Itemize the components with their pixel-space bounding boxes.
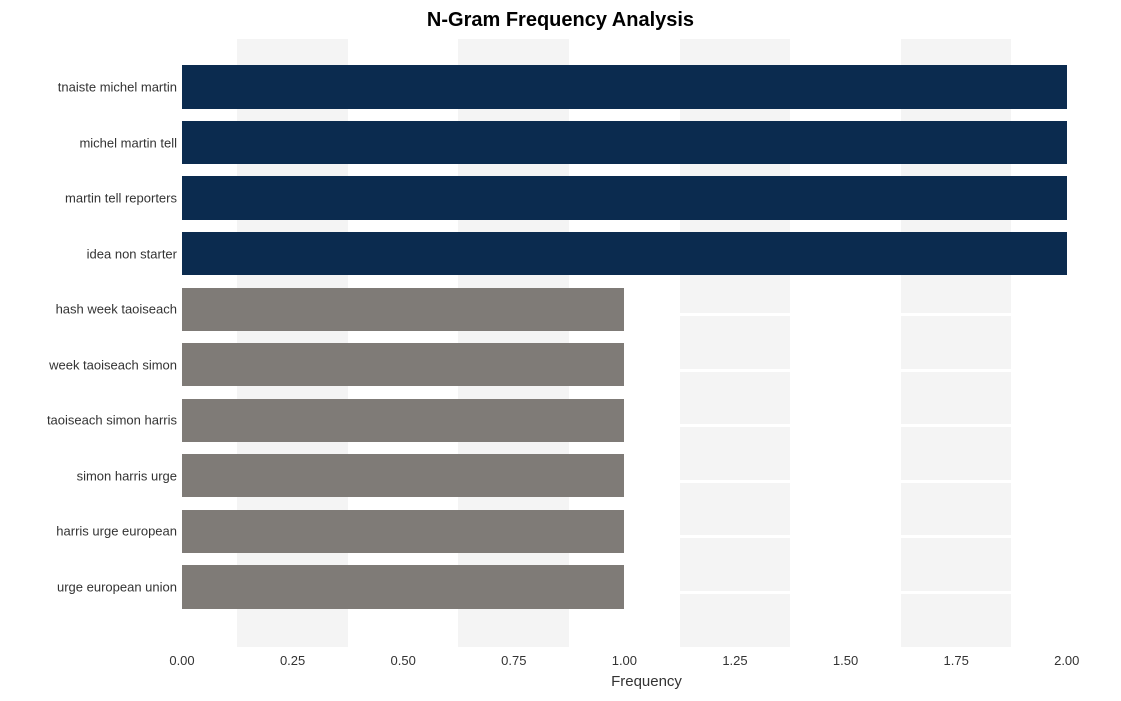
bar: [182, 121, 1067, 164]
x-tick-label: 1.75: [944, 653, 969, 668]
x-tick-label: 2.00: [1054, 653, 1079, 668]
x-tick-label: 0.75: [501, 653, 526, 668]
x-tick-label: 1.50: [833, 653, 858, 668]
bar: [182, 510, 624, 553]
x-tick-label: 0.25: [280, 653, 305, 668]
bar: [182, 454, 624, 497]
h-gridline: [182, 36, 1111, 39]
y-tick-label: idea non starter: [87, 246, 177, 261]
y-tick-label: michel martin tell: [79, 135, 177, 150]
bar: [182, 288, 624, 331]
bar: [182, 343, 624, 386]
y-tick-label: simon harris urge: [77, 468, 177, 483]
bar: [182, 565, 624, 608]
bar: [182, 399, 624, 442]
x-tick-label: 0.50: [391, 653, 416, 668]
x-tick-label: 1.25: [722, 653, 747, 668]
chart-title: N-Gram Frequency Analysis: [0, 9, 1121, 32]
bar: [182, 65, 1067, 108]
y-tick-label: tnaiste michel martin: [58, 79, 177, 94]
ngram-chart: N-Gram Frequency Analysis tnaiste michel…: [0, 0, 1121, 701]
plot-area: [182, 37, 1111, 648]
y-tick-label: harris urge european: [56, 524, 177, 539]
y-tick-label: hash week taoiseach: [56, 302, 177, 317]
x-axis-title: Frequency: [182, 673, 1111, 690]
bar: [182, 232, 1067, 275]
h-gridline: [182, 647, 1111, 650]
x-tick-label: 1.00: [612, 653, 637, 668]
y-tick-label: martin tell reporters: [65, 191, 177, 206]
y-tick-label: taoiseach simon harris: [47, 413, 177, 428]
bar: [182, 176, 1067, 219]
y-tick-label: week taoiseach simon: [49, 357, 177, 372]
x-tick-label: 0.00: [169, 653, 194, 668]
y-tick-label: urge european union: [57, 579, 177, 594]
